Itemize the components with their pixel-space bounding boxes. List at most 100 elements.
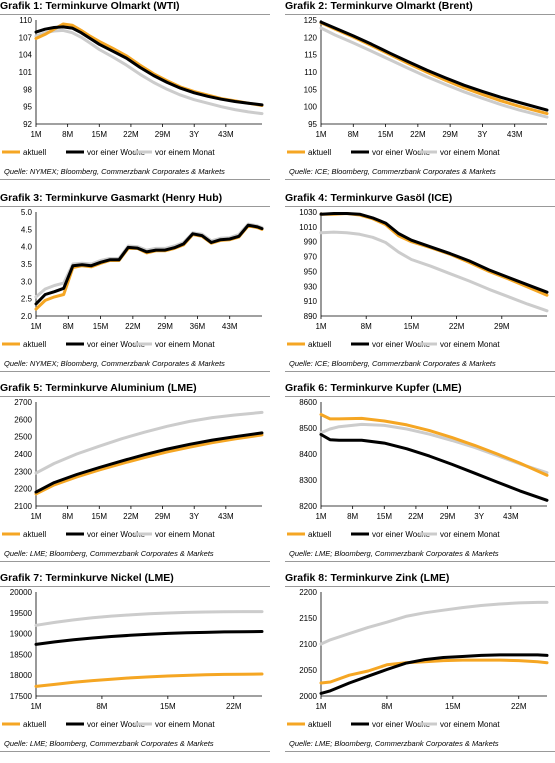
legend-label: aktuell (308, 148, 331, 157)
x-tick-label: 3Y (189, 512, 199, 521)
x-tick-label: 29M (155, 130, 171, 139)
y-tick-label: 2700 (14, 398, 32, 407)
series-line-vor-einem-monat (319, 26, 549, 119)
y-tick-label: 19500 (10, 609, 33, 618)
chart-title: Grafik 1: Terminkurve Olmarkt (WTI) (0, 0, 180, 12)
x-tick-label: 43M (503, 512, 519, 521)
legend-label: aktuell (308, 530, 331, 539)
x-tick-label: 1M (315, 512, 326, 521)
x-tick-label: 43M (218, 130, 234, 139)
source-note: Quelle: LME; Bloomberg, Commerzbank Corp… (289, 549, 499, 558)
chart-title: Grafik 5: Terminkurve Aluminium (LME) (0, 382, 197, 394)
source-note: Quelle: ICE; Bloomberg, Commerzbank Corp… (289, 359, 496, 368)
chart-panel-6: Grafik 6: Terminkurve Kupfer (LME) 8200 83… (285, 382, 555, 572)
chart-panel-1: Grafik 1: Terminkurve Olmarkt (WTI) 92 95 9… (0, 0, 270, 190)
x-tick-label: 3Y (478, 130, 488, 139)
x-tick-label: 15M (91, 130, 107, 139)
x-tick-label: 3Y (474, 512, 484, 521)
chart-title: Grafik 6: Terminkurve Kupfer (LME) (285, 382, 462, 394)
title-rule (285, 206, 555, 207)
y-tick-label: 2100 (299, 640, 317, 649)
y-tick-label: 2400 (14, 450, 32, 459)
line-chart: 890 910 930 950 970 990 1010 1030 1M 8M 15M 22M 29M a… (287, 208, 549, 349)
y-tick-label: 970 (304, 253, 318, 262)
x-tick-label: 15M (160, 702, 176, 711)
bottom-rule (285, 751, 555, 752)
chart-panel-5: Grafik 5: Terminkurve Aluminium (LME) 210… (0, 382, 270, 572)
series-line-vor-einer-woche (34, 223, 264, 306)
y-tick-label: 4.5 (21, 225, 33, 234)
x-tick-label: 43M (222, 322, 238, 331)
y-tick-label: 2300 (14, 467, 32, 476)
legend-label: aktuell (308, 340, 331, 349)
y-tick-label: 950 (304, 267, 318, 276)
y-tick-label: 1010 (299, 223, 317, 232)
line-chart: 8200 8300 8400 8500 8600 1M 8M 15M 22M 29M 3Y 43M ak… (287, 398, 549, 539)
y-tick-label: 1030 (299, 208, 317, 217)
line-chart: 95 100 105 110 115 120 125 1M 8M 15M 22M 29M 3Y 43M ak… (287, 16, 549, 157)
y-tick-label: 930 (304, 282, 318, 291)
x-tick-label: 8M (62, 512, 73, 521)
source-note: Quelle: LME; Bloomberg, Commerzbank Corp… (289, 739, 499, 748)
x-tick-label: 8M (62, 130, 73, 139)
y-tick-label: 110 (19, 16, 32, 25)
chart-panel-8: Grafik 8: Terminkurve Zink (LME) 2000 2050… (285, 572, 555, 762)
x-tick-label: 43M (507, 130, 523, 139)
title-rule (285, 586, 555, 587)
source-note: Quelle: LME; Bloomberg, Commerzbank Corp… (4, 739, 214, 748)
y-tick-label: 18000 (10, 671, 33, 680)
bottom-rule (285, 561, 555, 562)
legend-label: vor einem Monat (155, 148, 215, 157)
source-note: Quelle: LME; Bloomberg, Commerzbank Corp… (4, 549, 214, 558)
y-tick-label: 105 (304, 85, 318, 94)
y-tick-label: 2200 (14, 485, 32, 494)
y-tick-label: 2050 (299, 666, 317, 675)
line-chart: 92 95 98 101 104 107 110 1M 8M 15M 22M 29M 3Y 43M aktu… (2, 16, 264, 157)
chart-title: Grafik 7: Terminkurve Nickel (LME) (0, 572, 174, 584)
legend-label: aktuell (23, 530, 46, 539)
series-line-vor-einem-monat (34, 28, 264, 116)
series-line-vor-einer-woche (34, 431, 264, 494)
series-line-vor-einem-monat (34, 610, 264, 627)
x-tick-label: 22M (449, 322, 465, 331)
series-line-aktuell (34, 672, 264, 688)
source-note: Quelle: NYMEX; Bloomberg, Commerzbank Co… (4, 167, 225, 176)
x-tick-label: 8M (361, 322, 372, 331)
x-tick-label: 15M (445, 702, 461, 711)
series-line-vor-einer-woche (319, 433, 549, 502)
y-tick-label: 2150 (299, 614, 317, 623)
y-tick-label: 107 (19, 33, 33, 42)
legend-label: vor einer Woche (372, 148, 431, 157)
series-line-aktuell (34, 22, 264, 107)
x-tick-label: 8M (381, 702, 392, 711)
y-tick-label: 100 (304, 103, 318, 112)
x-tick-label: 15M (91, 512, 107, 521)
series-line-vor-einem-monat (319, 600, 549, 646)
x-tick-label: 15M (378, 130, 394, 139)
x-tick-label: 22M (123, 130, 139, 139)
bottom-rule (0, 179, 270, 180)
y-tick-label: 18500 (10, 650, 33, 659)
y-tick-label: 95 (23, 103, 32, 112)
x-tick-label: 3Y (189, 130, 199, 139)
x-tick-label: 8M (347, 512, 358, 521)
series-line-vor-einem-monat (34, 222, 264, 299)
title-rule (285, 14, 555, 15)
legend-label: vor einem Monat (155, 340, 215, 349)
x-tick-label: 36M (190, 322, 206, 331)
bottom-rule (0, 751, 270, 752)
chart-title: Grafik 8: Terminkurve Zink (LME) (285, 572, 450, 584)
y-tick-label: 890 (304, 312, 318, 321)
series-line-aktuell (319, 658, 549, 685)
x-tick-label: 29M (155, 512, 171, 521)
y-tick-label: 98 (23, 85, 32, 94)
line-chart: 2.0 2.5 3.0 3.5 4.0 4.5 5.0 1M 8M 15M 22M 29M 36M 43M… (2, 208, 264, 349)
series-line-vor-einem-monat (319, 230, 549, 313)
x-tick-label: 8M (63, 322, 74, 331)
x-tick-label: 29M (494, 322, 510, 331)
chart-panel-3: Grafik 3: Terminkurve Gasmarkt (Henry Hu… (0, 192, 270, 382)
line-chart: 2100 2200 2300 2400 2500 2600 2700 1M 8M 15M 22M 29… (2, 398, 264, 539)
y-tick-label: 19000 (10, 630, 33, 639)
y-tick-label: 2200 (299, 588, 317, 597)
series-line-vor-einer-woche (34, 630, 264, 646)
